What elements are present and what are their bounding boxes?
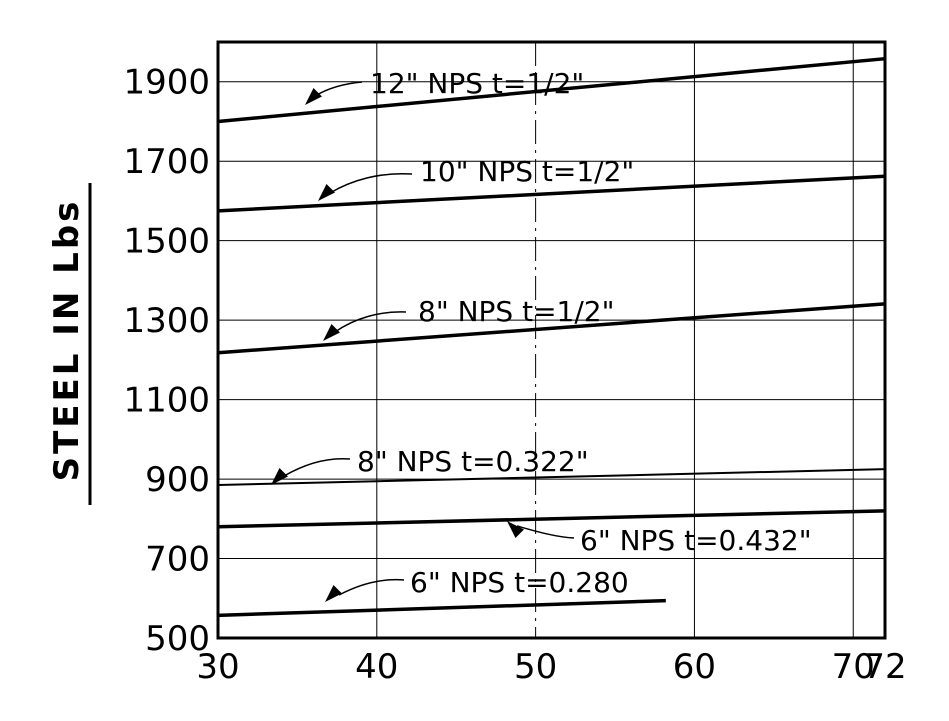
x-tick-label: 60: [673, 647, 716, 687]
x-tick-label: 50: [514, 647, 557, 687]
series-line: [217, 56, 886, 124]
y-tick-label: 700: [145, 540, 210, 580]
series-lines: [217, 56, 886, 618]
leader-line: [516, 525, 575, 539]
y-tick-label: 1300: [123, 301, 210, 341]
leader-line: [283, 457, 351, 477]
leader-line: [334, 311, 407, 333]
arrowhead-icon: [318, 184, 335, 201]
leader-line: [329, 172, 413, 194]
x-tick-label: 40: [355, 647, 398, 687]
x-tick-label: 72: [863, 647, 906, 687]
x-tick-label: 70: [832, 647, 875, 687]
series-line: [217, 598, 666, 618]
series-line: [217, 302, 886, 355]
series-label: 12" NPS t=1/2": [370, 67, 584, 100]
tick-labels: 500 700 900 1100 1300 1500 1700 1900 30 40 50 60 707…: [123, 63, 906, 687]
leader-line: [338, 578, 405, 596]
arrowhead-icon: [325, 585, 342, 602]
y-tick-label: 1500: [123, 222, 210, 262]
x-tick-label: 30: [196, 647, 239, 687]
y-axis-title-group: STEEL IN Lbs: [47, 183, 92, 505]
y-tick-label: 1100: [123, 381, 210, 421]
series-labels: 12" NPS t=1/2" 10" NPS t=1/2" 8" NPS t=1/2…: [271, 67, 812, 602]
arrowhead-icon: [323, 324, 340, 341]
series-label: 10" NPS t=1/2": [420, 155, 634, 188]
grid-lines: [218, 42, 885, 638]
y-axis-title: STEEL IN Lbs: [47, 199, 87, 482]
series-label: 6" NPS t=0.280: [410, 566, 629, 599]
y-tick-label: 500: [145, 619, 210, 659]
y-tick-label: 1900: [123, 63, 210, 103]
series-label: 8" NPS t=1/2": [418, 295, 614, 328]
y-tick-label: 1700: [123, 142, 210, 182]
arrowhead-icon: [271, 468, 288, 485]
leader-line: [314, 81, 363, 97]
arrowhead-icon: [507, 521, 524, 538]
series-label: 6" NPS t=0.432": [580, 524, 812, 557]
series-label: 8" NPS t=0.322": [357, 445, 589, 478]
series-line: [217, 509, 886, 529]
plot-frame: [216, 40, 887, 640]
arrowhead-icon: [305, 88, 322, 105]
y-tick-label: 900: [145, 460, 210, 500]
series-line: [217, 174, 886, 213]
series-line: [217, 468, 886, 487]
